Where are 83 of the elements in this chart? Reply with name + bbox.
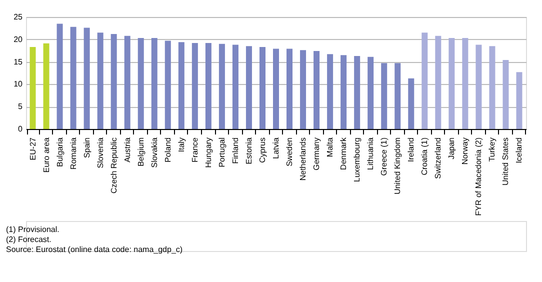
source-note: Source: Eurostat (online data code: nama_gdp_c) — [6, 245, 183, 254]
x-tick-label: EU-27 — [28, 136, 38, 160]
x-tick-label: United Kingdom — [393, 137, 402, 194]
bar — [178, 42, 184, 129]
x-tick-label: Croatia (1) — [420, 137, 430, 176]
x-tick-label: Romania — [68, 136, 78, 170]
bar — [516, 72, 522, 129]
bar — [489, 46, 496, 129]
x-tick-label: Cyprus — [258, 138, 267, 163]
bar — [300, 50, 306, 129]
y-tick-label: 25 — [14, 12, 24, 22]
x-tick-label: Finland — [230, 138, 240, 164]
bar — [97, 32, 104, 129]
bar — [327, 54, 334, 129]
bar — [354, 56, 360, 129]
bar — [381, 63, 388, 129]
x-tick-label: Austria — [122, 136, 132, 162]
x-tick-label: Luxembourg — [352, 138, 362, 182]
bar — [70, 26, 76, 129]
bar — [462, 38, 468, 129]
x-tick-label: Denmark — [339, 136, 348, 170]
bar — [205, 42, 212, 129]
bar — [43, 43, 50, 129]
x-tick-label: Netherlands — [298, 138, 308, 181]
x-tick-label: Slovakia — [150, 136, 159, 168]
x-tick-label: United States — [501, 138, 510, 186]
text: (1) Provisional. — [6, 225, 60, 234]
bar — [218, 44, 225, 129]
bar — [340, 55, 347, 129]
bar — [124, 36, 130, 129]
bar — [232, 44, 238, 129]
x-tick-label: Italy — [176, 138, 186, 152]
bar — [448, 38, 455, 129]
x-tick-label: Greece (1) — [380, 137, 389, 176]
bar — [314, 51, 320, 129]
bar — [151, 38, 158, 129]
bar — [164, 40, 171, 129]
x-tick-label: Sweden — [285, 138, 294, 166]
x-tick-label: Ireland — [406, 138, 416, 162]
y-tick-label: 0 — [18, 124, 24, 134]
bar — [422, 32, 428, 129]
x-tick-label: Estonia — [244, 136, 254, 164]
x-tick-label: France — [190, 136, 200, 162]
x-tick-label: Lithuania — [366, 136, 376, 170]
x-tick-label: Turkey — [488, 138, 497, 162]
x-tick-label: Czech Republic — [109, 138, 118, 194]
y-tick-label: 10 — [14, 80, 24, 89]
bar — [502, 60, 509, 129]
bar — [138, 38, 144, 129]
y-tick-label: 20 — [14, 34, 24, 44]
x-tick-label: Portugal — [217, 137, 226, 168]
bar — [192, 42, 198, 129]
bar — [408, 78, 414, 129]
x-tick-label: Switzerland — [434, 138, 443, 179]
bar — [435, 36, 442, 129]
x-tick-label: Latvia — [272, 136, 280, 159]
bar — [30, 47, 36, 129]
y-tick-label: 15 — [14, 57, 24, 66]
x-tick-label: Slovenia — [96, 136, 105, 168]
bar — [110, 34, 117, 129]
x-tick-label: Japan — [447, 138, 456, 160]
bar — [394, 63, 401, 129]
bar — [259, 47, 266, 129]
bar — [273, 48, 279, 129]
bar — [84, 28, 90, 129]
x-tick-label: Euro area — [42, 136, 51, 173]
x-tick-label: Bulgaria — [55, 136, 64, 167]
bar — [286, 48, 293, 129]
x-tick-label: Hungary — [204, 138, 213, 168]
bar — [476, 44, 482, 129]
x-tick-label: Spain — [82, 138, 92, 158]
x-tick-label: FYR of Macedonia (2) — [474, 137, 484, 216]
bar — [246, 46, 252, 129]
bar — [368, 56, 374, 129]
x-tick-label: Malta — [326, 136, 335, 158]
x-tick-label: Norway — [460, 138, 470, 165]
y-tick-label: 5 — [18, 102, 24, 112]
x-tick-label: Germany — [312, 138, 322, 170]
bar — [56, 24, 63, 129]
x-tick-label: Belgium — [136, 137, 146, 166]
text: (2) Forecast. — [6, 235, 52, 244]
x-tick-label: Poland — [163, 138, 172, 162]
x-tick-label: Iceland — [514, 138, 524, 164]
